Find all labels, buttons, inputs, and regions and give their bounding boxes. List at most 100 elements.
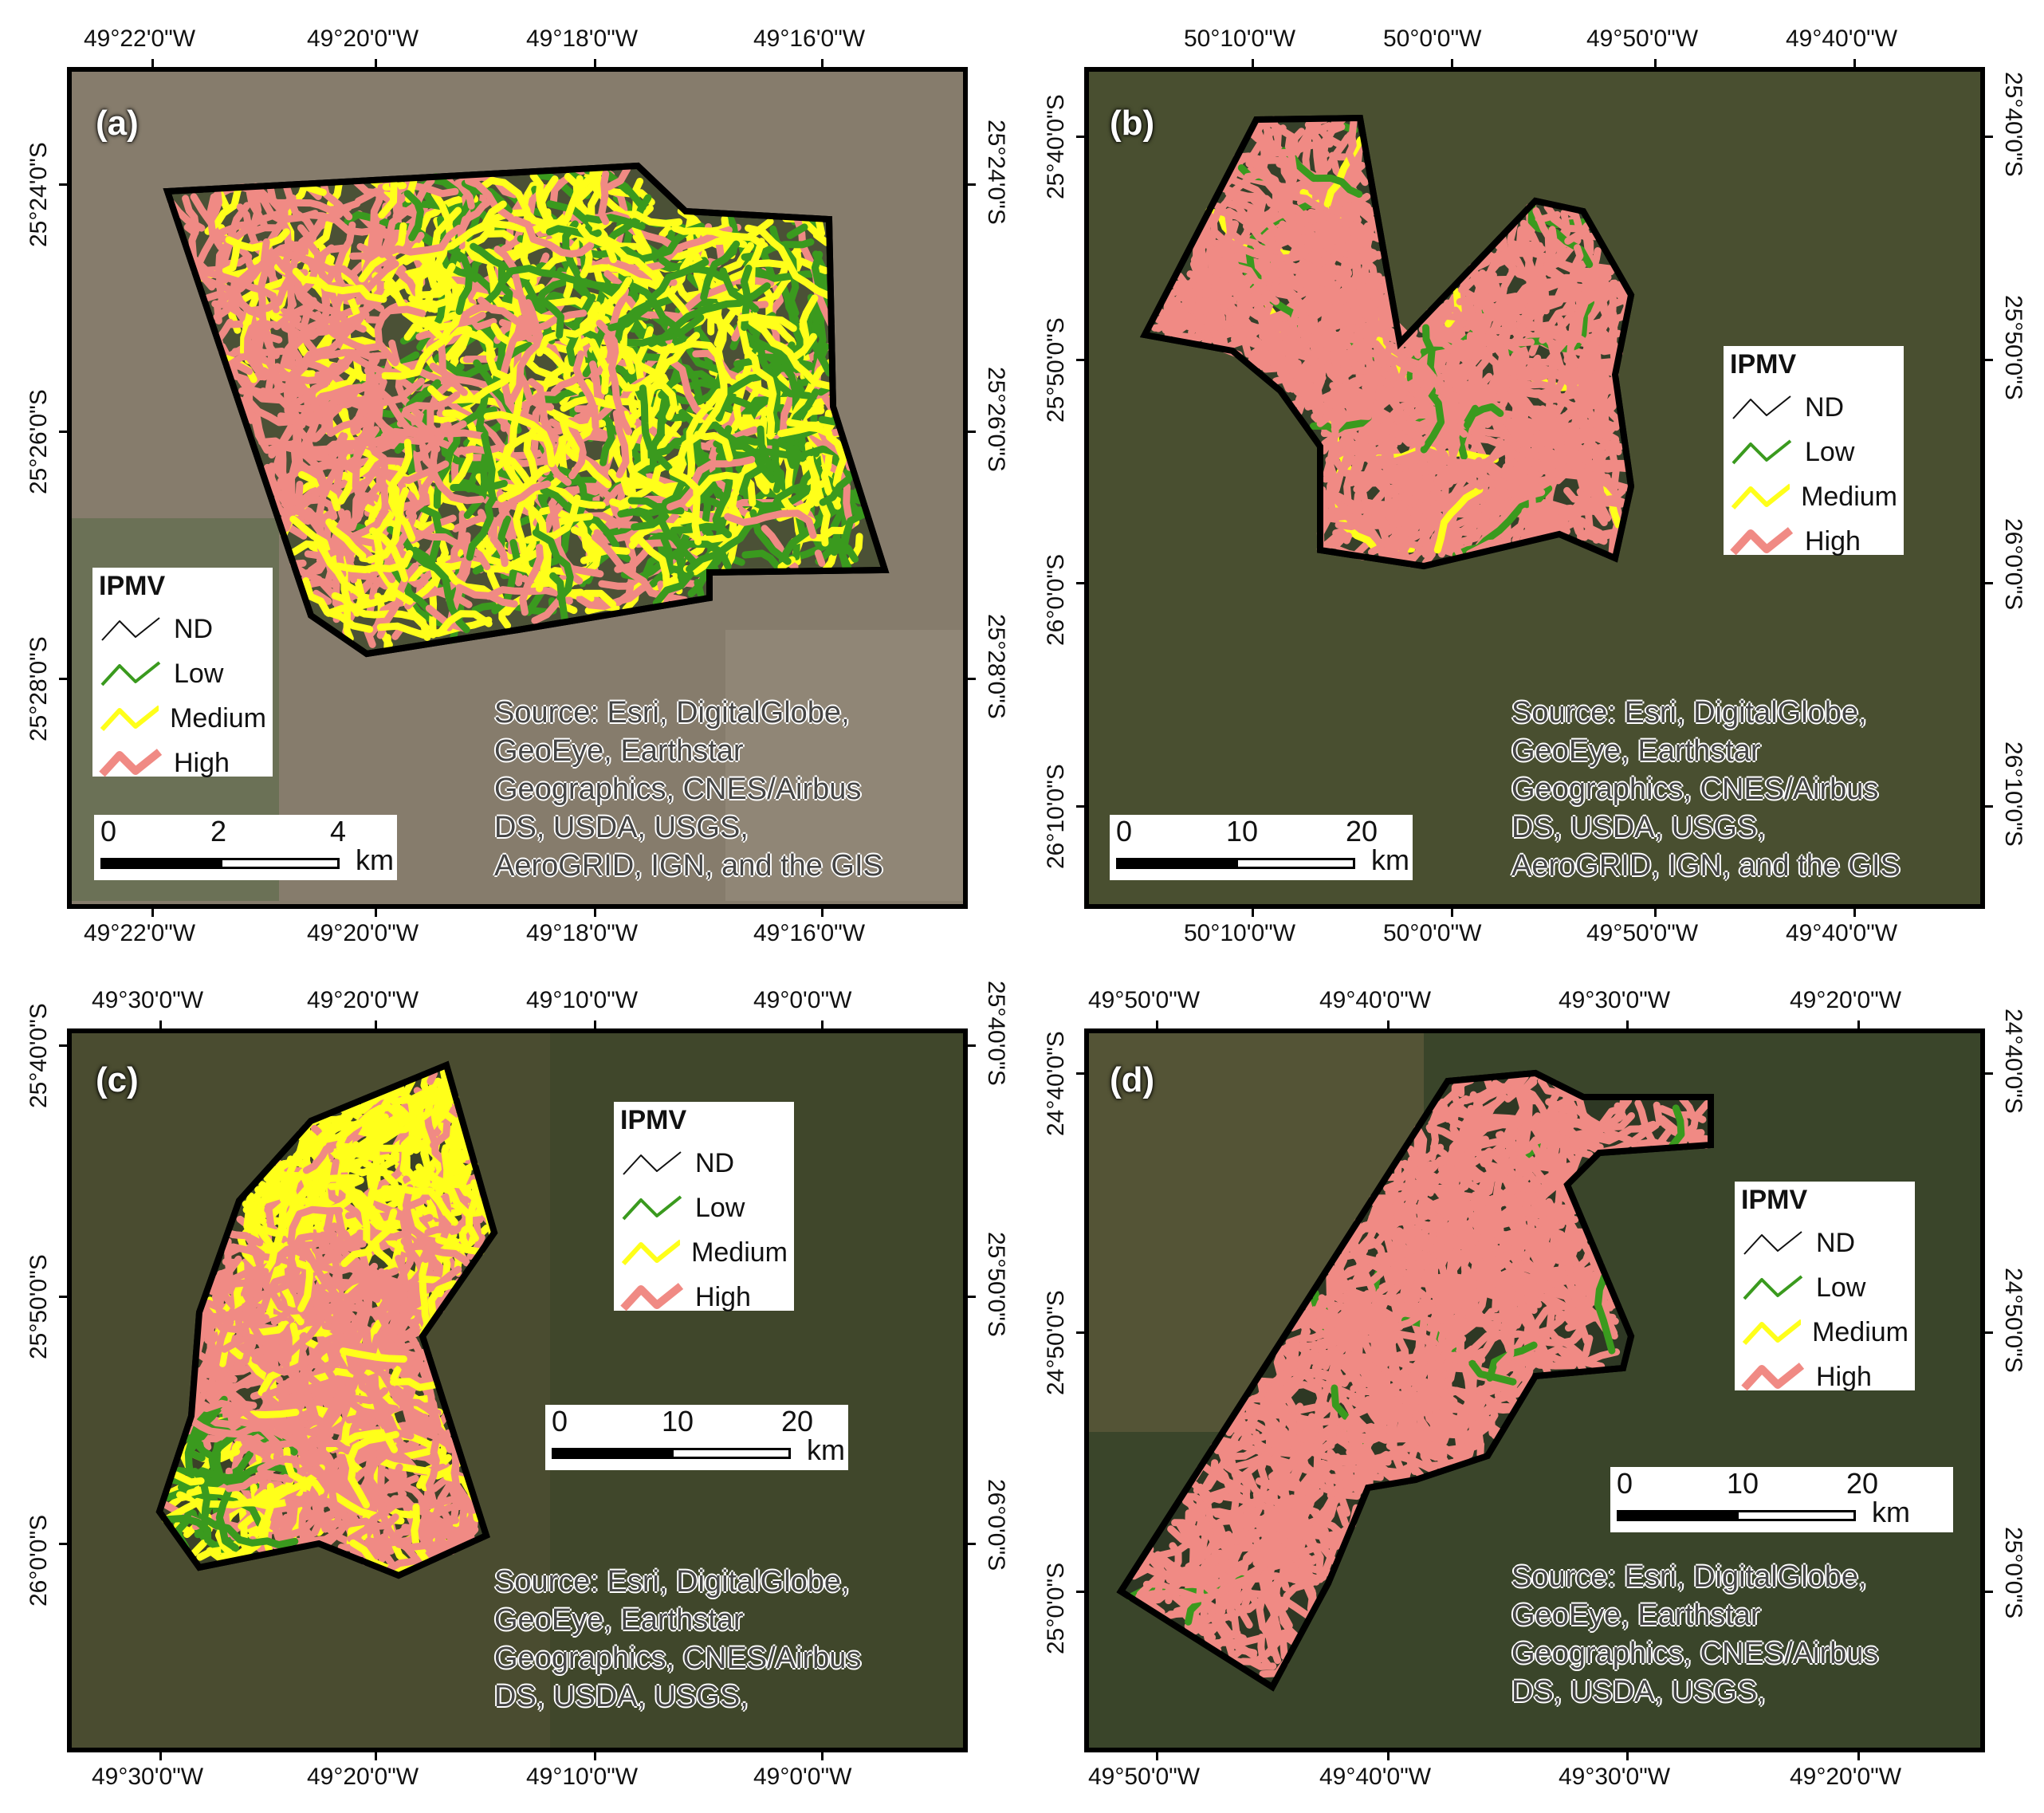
latitude-label-left: 26°0'0"S <box>1043 553 1069 646</box>
drainage-segment <box>524 494 581 544</box>
longitude-label-bottom: 49°0'0"W <box>753 1764 852 1790</box>
drainage-segment <box>1234 1401 1329 1470</box>
scale-label: 10 <box>1727 1467 1759 1500</box>
drainage-segment <box>340 1347 407 1363</box>
drainage-segment <box>1262 1368 1325 1410</box>
legend-swatch-icon <box>101 617 160 641</box>
drainage-segment <box>421 505 443 567</box>
drainage-segment <box>508 299 544 404</box>
drainage-segment <box>1285 1264 1356 1347</box>
drainage-segment <box>1487 423 1575 463</box>
drainage-segment <box>336 1103 406 1162</box>
tick-mark <box>821 1021 823 1028</box>
legend-item-high: High <box>99 741 266 785</box>
drainage-segment <box>331 592 430 631</box>
drainage-segment <box>240 407 271 454</box>
legend-label: ND <box>1816 1227 1856 1258</box>
map-panel-c <box>67 1028 968 1752</box>
drainage-segment <box>686 388 723 493</box>
drainage-segment <box>364 627 376 648</box>
drainage-segment <box>1452 1392 1515 1469</box>
drainage-segment <box>381 294 465 380</box>
latitude-label-left: 25°50'0"S <box>1043 317 1069 423</box>
longitude-label-top: 49°10'0"W <box>526 987 639 1013</box>
drainage-segment <box>1488 357 1543 444</box>
drainage-segment <box>427 1280 458 1323</box>
drainage-segment <box>658 370 761 413</box>
drainage-segment <box>388 439 416 542</box>
drainage-segment <box>1250 1518 1277 1603</box>
drainage-segment <box>423 1166 484 1206</box>
drainage-segment <box>1313 1433 1372 1485</box>
drainage-segment <box>1146 1551 1166 1607</box>
drainage-segment <box>377 388 487 440</box>
tick-mark <box>1654 909 1657 917</box>
drainage-segment <box>833 536 859 563</box>
tick-mark <box>821 1752 823 1760</box>
longitude-label-top: 49°40'0"W <box>1786 26 1898 52</box>
drainage-segment <box>1604 498 1625 508</box>
drainage-segment <box>1186 1498 1219 1583</box>
tick-mark <box>1076 805 1084 808</box>
drainage-segment <box>1205 1568 1253 1629</box>
drainage-segment <box>308 1174 360 1221</box>
drainage-segment <box>273 240 296 330</box>
drainage-segment <box>1504 1073 1539 1103</box>
drainage-segment <box>1433 342 1496 383</box>
drainage-segment <box>497 482 606 509</box>
drainage-network-d <box>1116 1069 1714 1692</box>
drainage-segment <box>1578 349 1620 443</box>
drainage-segment <box>1348 1365 1414 1410</box>
drainage-segment <box>405 421 452 517</box>
drainage-segment <box>384 242 443 339</box>
drainage-segment <box>1293 387 1339 478</box>
drainage-segment <box>282 486 324 532</box>
drainage-segment <box>316 1359 415 1440</box>
drainage-segment <box>1433 1099 1467 1130</box>
tick-mark <box>59 431 67 433</box>
tick-mark <box>968 678 976 680</box>
drainage-segment <box>1391 529 1425 563</box>
drainage-segment <box>737 319 777 440</box>
drainage-segment <box>201 1273 293 1333</box>
drainage-segment <box>1496 1097 1574 1184</box>
drainage-segment <box>1517 1113 1552 1215</box>
drainage-network-c <box>155 1060 498 1579</box>
drainage-segment <box>1359 1353 1458 1406</box>
drainage-segment <box>1602 294 1619 352</box>
drainage-segment <box>1295 340 1346 383</box>
drainage-segment <box>1259 262 1352 288</box>
legend-swatch-icon <box>99 749 163 777</box>
scalebar-d: 0 10 20 km <box>1610 1467 1953 1532</box>
scalebar-c: 0 10 20 km <box>545 1405 848 1470</box>
scale-label: 0 <box>100 815 117 848</box>
drainage-segment <box>263 1393 326 1494</box>
drainage-segment <box>1436 1230 1543 1308</box>
drainage-segment <box>694 431 733 462</box>
drainage-segment <box>1267 349 1372 420</box>
drainage-segment <box>1374 1252 1439 1310</box>
drainage-segment <box>465 177 514 222</box>
drainage-segment <box>1273 1337 1338 1405</box>
longitude-label-bottom: 49°50'0"W <box>1586 920 1699 946</box>
drainage-segment <box>801 455 819 516</box>
tick-mark <box>1451 909 1453 917</box>
drainage-segment <box>1397 1371 1449 1403</box>
tick-mark <box>1985 1072 1993 1075</box>
tick-mark <box>594 1752 596 1760</box>
drainage-segment <box>1444 1103 1482 1205</box>
drainage-segment <box>1319 374 1374 411</box>
drainage-segment <box>1555 1344 1573 1363</box>
drainage-segment <box>1377 1347 1486 1372</box>
drainage-segment <box>312 589 332 605</box>
drainage-segment <box>257 238 280 360</box>
drainage-segment <box>250 1464 325 1506</box>
drainage-segment <box>1441 1387 1489 1433</box>
drainage-segment <box>208 1268 269 1292</box>
drainage-segment <box>818 415 840 427</box>
drainage-segment <box>268 480 291 492</box>
drainage-segment <box>1480 458 1557 496</box>
drainage-segment <box>226 1406 277 1473</box>
drainage-segment <box>1252 210 1370 238</box>
tick-mark <box>59 1044 67 1047</box>
